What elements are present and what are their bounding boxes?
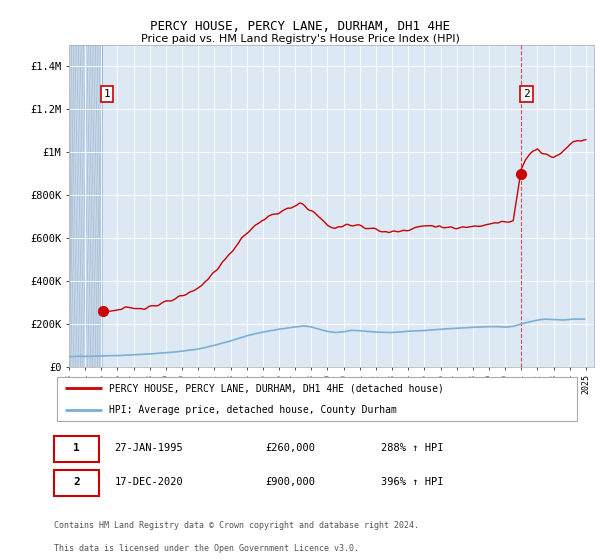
Text: 396% ↑ HPI: 396% ↑ HPI: [382, 477, 444, 487]
Text: £900,000: £900,000: [265, 477, 315, 487]
Text: £260,000: £260,000: [265, 444, 315, 453]
Text: 27-JAN-1995: 27-JAN-1995: [115, 444, 184, 453]
Text: Contains HM Land Registry data © Crown copyright and database right 2024.: Contains HM Land Registry data © Crown c…: [54, 521, 419, 530]
Text: Price paid vs. HM Land Registry's House Price Index (HPI): Price paid vs. HM Land Registry's House …: [140, 34, 460, 44]
Text: 1: 1: [103, 89, 110, 99]
Text: 2: 2: [523, 89, 530, 99]
Text: HPI: Average price, detached house, County Durham: HPI: Average price, detached house, Coun…: [109, 405, 397, 415]
FancyBboxPatch shape: [54, 436, 99, 461]
Text: 2: 2: [73, 477, 80, 487]
Text: This data is licensed under the Open Government Licence v3.0.: This data is licensed under the Open Gov…: [54, 544, 359, 553]
Text: 17-DEC-2020: 17-DEC-2020: [115, 477, 184, 487]
Text: 288% ↑ HPI: 288% ↑ HPI: [382, 444, 444, 453]
FancyBboxPatch shape: [54, 470, 99, 496]
Text: 1: 1: [73, 444, 80, 453]
Text: PERCY HOUSE, PERCY LANE, DURHAM, DH1 4HE (detached house): PERCY HOUSE, PERCY LANE, DURHAM, DH1 4HE…: [109, 383, 445, 393]
Text: PERCY HOUSE, PERCY LANE, DURHAM, DH1 4HE: PERCY HOUSE, PERCY LANE, DURHAM, DH1 4HE: [150, 20, 450, 32]
